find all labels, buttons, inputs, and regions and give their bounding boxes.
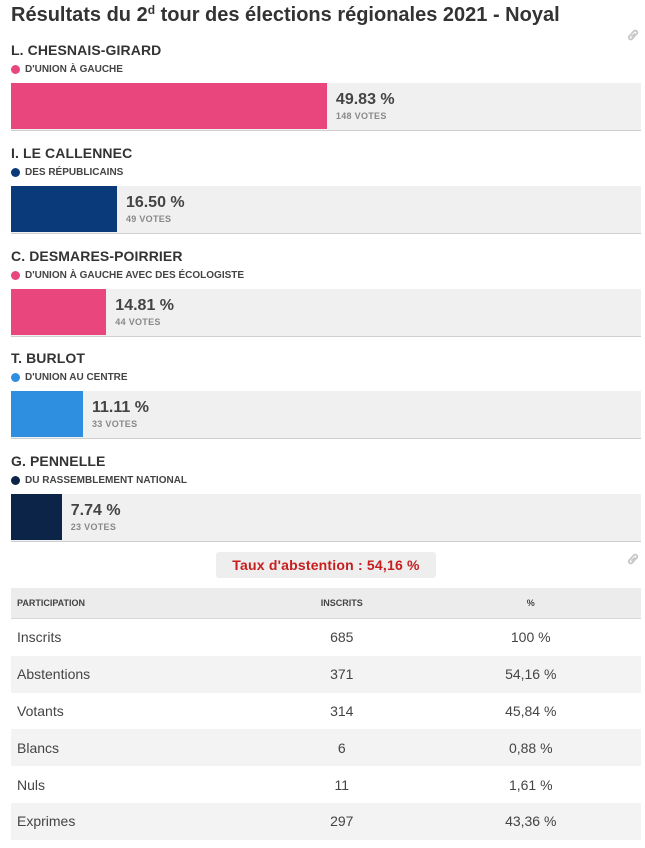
party-label: D'UNION À GAUCHE <box>11 64 123 75</box>
bar-track: 11.11 % 33 VOTES <box>11 391 641 440</box>
table-row: Exprimes 297 43,36 % <box>11 802 641 840</box>
header-inscrits: INSCRITS <box>263 588 421 619</box>
party-dot <box>11 65 20 74</box>
percent-value: 49.83 % <box>335 91 395 108</box>
percent-value: 54,16 % <box>420 655 641 693</box>
bar-track: 16.50 % 49 VOTES <box>11 185 641 234</box>
page-title: Résultats du 2d tour des élections régio… <box>11 3 560 26</box>
table-row: Abstentions 371 54,16 % <box>11 655 641 693</box>
party-dot <box>11 476 20 486</box>
percent-value: 14.81 % <box>115 296 175 314</box>
percent-value: 16.50 % <box>125 193 185 211</box>
table-row: Nuls 11 1,61 % <box>11 766 641 803</box>
abstention-badge: Taux d'abstention : 54,16 % <box>216 552 436 578</box>
candidate-row: T. BURLOT D'UNION AU CENTRE 11.11 % 33 VOTE… <box>11 344 641 447</box>
inscrits-value: 314 <box>263 692 421 730</box>
table-header-row: PARTICIPATION INSCRITS % <box>11 588 641 619</box>
inscrits-value: 297 <box>263 802 421 840</box>
row-label: Votants <box>11 692 263 730</box>
party-name: D'UNION À GAUCHE <box>25 64 123 75</box>
link-icon[interactable] <box>626 552 640 566</box>
party-name: D'UNION À GAUCHE AVEC DES ÉCOLOGISTE <box>25 269 245 281</box>
candidate-row: I. LE CALLENNEC DES RÉPUBLICAINS 16.50 % 49… <box>11 139 641 242</box>
candidates-list: L. CHESNAIS-GIRARD D'UNION À GAUCHE 49.83 … <box>11 36 641 550</box>
party-label: D'UNION AU CENTRE <box>11 372 128 383</box>
table-row: Blancs 6 0,88 % <box>11 729 641 767</box>
percent-value: 7.74 % <box>70 502 121 520</box>
row-label: Abstentions <box>11 655 263 693</box>
header-percent: % <box>420 588 641 619</box>
votes-count: 148 VOTES <box>335 111 387 121</box>
candidate-name: L. CHESNAIS-GIRARD <box>11 42 162 58</box>
inscrits-value: 685 <box>263 618 421 656</box>
party-dot <box>11 373 20 383</box>
inscrits-value: 371 <box>263 655 421 693</box>
header-participation: PARTICIPATION <box>11 588 263 619</box>
bar-label: 7.74 % 23 VOTES <box>71 502 121 532</box>
percent-value: 43,36 % <box>420 802 641 840</box>
party-name: D'UNION AU CENTRE <box>25 372 128 384</box>
bar-fill <box>11 83 327 129</box>
participation-table: PARTICIPATION INSCRITS % Inscrits 685 100 … <box>11 588 641 840</box>
party-dot <box>11 270 20 280</box>
bar-label: 16.50 % 49 VOTES <box>126 194 185 224</box>
candidate-name: G. PENNELLE <box>11 453 106 470</box>
link-icon[interactable] <box>626 28 640 42</box>
candidate-name: C. DESMARES-POIRRIER <box>11 247 183 264</box>
party-label: DU RASSEMBLEMENT NATIONAL <box>11 475 187 486</box>
percent-value: 1,61 % <box>420 766 641 803</box>
bar-fill <box>11 494 62 541</box>
votes-count: 33 VOTES <box>91 419 138 430</box>
bar-track: 7.74 % 23 VOTES <box>11 494 641 543</box>
bar-label: 49.83 % 148 VOTES <box>336 91 395 121</box>
bar-track: 49.83 % 148 VOTES <box>11 83 641 131</box>
candidate-row: G. PENNELLE DU RASSEMBLEMENT NATIONAL 7.74… <box>11 447 641 550</box>
votes-count: 49 VOTES <box>125 213 172 224</box>
candidate-row: L. CHESNAIS-GIRARD D'UNION À GAUCHE 49.83 … <box>11 36 641 139</box>
bar-fill <box>11 185 117 232</box>
row-label: Inscrits <box>11 618 263 656</box>
bar-track: 14.81 % 44 VOTES <box>11 288 641 337</box>
row-label: Exprimes <box>11 802 263 840</box>
percent-value: 100 % <box>420 618 641 656</box>
percent-value: 11.11 % <box>91 399 149 417</box>
party-dot <box>11 167 20 177</box>
votes-count: 23 VOTES <box>70 522 117 533</box>
percent-value: 0,88 % <box>420 729 641 767</box>
bar-label: 14.81 % 44 VOTES <box>115 297 174 327</box>
bar-fill <box>11 391 83 438</box>
party-name: DU RASSEMBLEMENT NATIONAL <box>25 475 188 487</box>
party-label: DES RÉPUBLICAINS <box>11 167 123 178</box>
row-label: Nuls <box>11 766 263 803</box>
bar-fill <box>11 288 107 335</box>
row-label: Blancs <box>11 729 263 767</box>
candidate-name: T. BURLOT <box>11 350 86 367</box>
bar-label: 11.11 % 33 VOTES <box>92 399 149 429</box>
candidate-name: I. LE CALLENNEC <box>11 144 133 161</box>
inscrits-value: 11 <box>263 766 421 803</box>
table-row: Inscrits 685 100 % <box>11 618 641 656</box>
party-name: DES RÉPUBLICAINS <box>25 166 124 178</box>
table-row: Votants 314 45,84 % <box>11 692 641 730</box>
candidate-row: C. DESMARES-POIRRIER D'UNION À GAUCHE AVE… <box>11 242 641 345</box>
party-label: D'UNION À GAUCHE AVEC DES ÉCOLOGISTE <box>11 270 244 281</box>
votes-count: 44 VOTES <box>115 316 161 327</box>
percent-value: 45,84 % <box>420 692 641 730</box>
inscrits-value: 6 <box>263 729 421 767</box>
